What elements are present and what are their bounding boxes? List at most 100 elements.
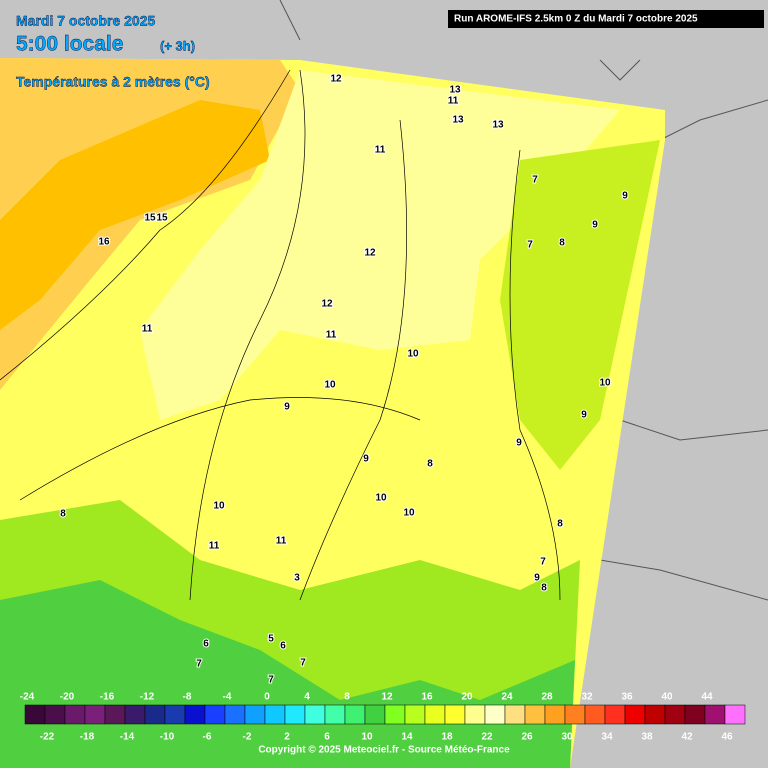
scale-swatch bbox=[604, 704, 626, 725]
scale-label: 14 bbox=[401, 732, 413, 743]
run-bg bbox=[448, 10, 764, 28]
contour-label: 10 bbox=[324, 380, 336, 391]
scale-swatch bbox=[504, 704, 526, 725]
contour-label: 10 bbox=[213, 501, 225, 512]
contour-label: 7 bbox=[527, 240, 533, 251]
scale-swatch bbox=[204, 704, 226, 725]
contour-label: 12 bbox=[330, 74, 342, 85]
sea-warmest bbox=[0, 100, 270, 330]
contour-label: 8 bbox=[557, 519, 563, 530]
scale-label: 22 bbox=[481, 732, 493, 743]
contour-label: 7 bbox=[532, 175, 538, 186]
scale-label: 40 bbox=[661, 692, 673, 703]
contour-label: 9 bbox=[284, 402, 290, 413]
contour-label: 10 bbox=[407, 349, 419, 360]
contour-label: 10 bbox=[403, 508, 415, 519]
scale-label: 36 bbox=[621, 692, 633, 703]
scale-swatch bbox=[184, 704, 206, 725]
contour-label: 7 bbox=[300, 658, 306, 669]
contours bbox=[0, 69, 561, 601]
borders bbox=[279, 0, 768, 601]
copyright: Copyright © 2025 Meteociel.fr - Source M… bbox=[258, 745, 510, 756]
contour-label: 12 bbox=[321, 299, 333, 310]
scale-swatch bbox=[704, 704, 726, 725]
contour-label: 7 bbox=[196, 659, 202, 670]
scale-swatch bbox=[324, 704, 346, 725]
contour-label: 15 bbox=[144, 213, 156, 224]
run-info: Run AROME-IFS 2.5km 0 Z du Mardi 7 octob… bbox=[454, 14, 698, 25]
date: Mardi 7 octobre 2025 bbox=[16, 13, 155, 29]
scale-label: 4 bbox=[304, 692, 310, 703]
scale-swatch bbox=[284, 704, 306, 725]
scale-swatch bbox=[684, 704, 706, 725]
scale-label: 18 bbox=[441, 732, 453, 743]
scale-label: -24 bbox=[20, 692, 35, 703]
scale-swatch bbox=[144, 704, 166, 725]
parameter: Températures à 2 mètres (°C) bbox=[16, 74, 210, 90]
scale-swatch bbox=[424, 704, 446, 725]
contour-label: 11 bbox=[276, 536, 287, 547]
scale-swatch bbox=[344, 704, 366, 725]
contour-label: 6 bbox=[280, 641, 286, 652]
contour-label: 8 bbox=[60, 509, 66, 520]
contour-label: 9 bbox=[363, 454, 369, 465]
contour-label: 12 bbox=[364, 248, 376, 259]
scale-label: 30 bbox=[561, 732, 573, 743]
scale-label: 2 bbox=[284, 732, 290, 743]
scale-label: 0 bbox=[264, 692, 270, 703]
contour-label: 15 bbox=[156, 213, 168, 224]
contour-label: 10 bbox=[599, 378, 611, 389]
contour-label: 9 bbox=[592, 220, 598, 231]
scale-swatch bbox=[384, 704, 406, 725]
scale-label: -22 bbox=[40, 732, 55, 743]
scale-label: 32 bbox=[581, 692, 593, 703]
scale-label: -12 bbox=[140, 692, 155, 703]
scale-label: 26 bbox=[521, 732, 533, 743]
scale-swatch bbox=[364, 704, 386, 725]
scale-label: 44 bbox=[701, 692, 713, 703]
contour-label: 9 bbox=[516, 438, 522, 449]
contour-label: 9 bbox=[622, 191, 628, 202]
scale-label: 38 bbox=[641, 732, 653, 743]
scale-swatch bbox=[404, 704, 426, 725]
scale-label: -20 bbox=[60, 692, 75, 703]
contour-label: 11 bbox=[375, 145, 386, 156]
scale-swatch bbox=[584, 704, 606, 725]
scale-swatch bbox=[664, 704, 686, 725]
scale-label: 28 bbox=[541, 692, 553, 703]
contour-label: 13 bbox=[452, 115, 464, 126]
scale-swatch bbox=[544, 704, 566, 725]
scale-swatch bbox=[264, 704, 286, 725]
contour-label: 11 bbox=[142, 324, 153, 335]
contour-label: 7 bbox=[540, 557, 546, 568]
scale-swatch bbox=[464, 704, 486, 725]
scale-swatch bbox=[444, 704, 466, 725]
scale-swatch bbox=[724, 704, 746, 725]
scale-label: 42 bbox=[681, 732, 693, 743]
scale-swatch bbox=[104, 704, 126, 725]
scale-swatch bbox=[244, 704, 266, 725]
contour-label: 11 bbox=[448, 96, 459, 107]
scale-label: 10 bbox=[361, 732, 373, 743]
scale-label: 16 bbox=[421, 692, 433, 703]
contour-label: 8 bbox=[427, 459, 433, 470]
contour-label: 8 bbox=[541, 583, 547, 594]
scale-swatch bbox=[644, 704, 666, 725]
scale-label: -6 bbox=[203, 732, 212, 743]
scale-swatch bbox=[524, 704, 546, 725]
scale-swatch bbox=[44, 704, 66, 725]
contour-label: 16 bbox=[98, 237, 110, 248]
scale-swatch bbox=[124, 704, 146, 725]
contour-label: 9 bbox=[534, 573, 540, 584]
contour-label: 3 bbox=[294, 573, 300, 584]
scale-swatch bbox=[84, 704, 106, 725]
scale-swatch bbox=[64, 704, 86, 725]
scale-swatch bbox=[24, 704, 46, 725]
scale-label: -18 bbox=[80, 732, 95, 743]
scale-label: 34 bbox=[601, 732, 613, 743]
contour-label: 6 bbox=[203, 639, 209, 650]
contour-label: 11 bbox=[326, 330, 337, 341]
scale-label: -4 bbox=[223, 692, 232, 703]
scale-swatch bbox=[564, 704, 586, 725]
